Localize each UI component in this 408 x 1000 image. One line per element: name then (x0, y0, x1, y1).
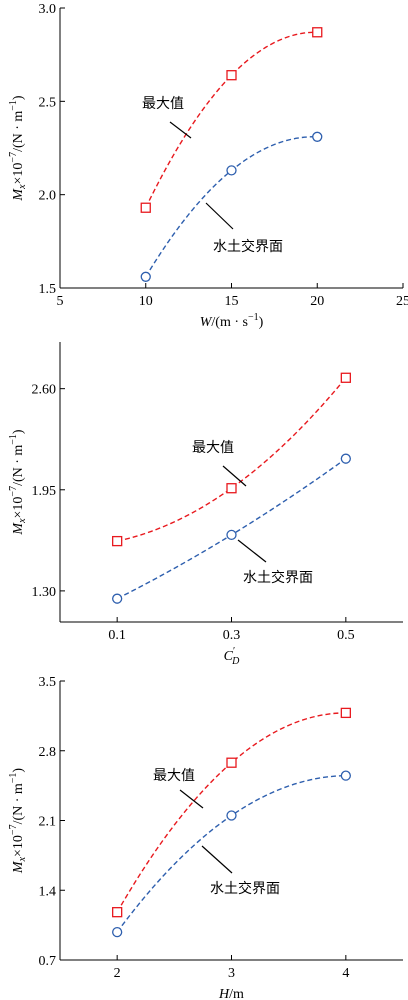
series-annotation-label: 最大值 (153, 768, 195, 784)
x-tick-label: 10 (139, 294, 153, 309)
annotation-leader-line (201, 845, 233, 874)
chart-panel-3: 2 3 4 0.7 1.4 2.1 2.8 3.5 Mx×10−7/(N · m−1) H/m 最大… (8, 675, 403, 1000)
data-point-interface (312, 131, 323, 142)
annotation-leader-line (179, 789, 204, 809)
y-tick-label: 1.4 (39, 884, 57, 899)
x-tick-label: 25 (396, 294, 408, 309)
data-point-interface (226, 529, 237, 541)
x-tick-label: 2 (114, 966, 121, 981)
y-axis-label: Mx×10−7/(N · m−1) (8, 429, 28, 536)
data-point-max (226, 70, 237, 81)
series-annotation-label: 最大值 (142, 96, 184, 112)
y-tick-label: 0.7 (39, 954, 57, 969)
data-point-max (340, 707, 351, 719)
data-point-max (140, 202, 151, 213)
fit-curve-max (145, 31, 318, 209)
x-axis-label: W/(m · s−1) (200, 312, 264, 330)
chart-panel-2: 0.1 0.3 0.5 1.30 1.95 2.60 Mx×10−7/(N · m−1) C′… (8, 342, 403, 667)
y-axis-label: Mx×10−7/(N · m−1) (8, 768, 28, 875)
x-axis-label: H/m (218, 987, 244, 1000)
y-tick-label: 3.5 (39, 675, 57, 690)
series-annotation-label: 水土交界面 (210, 880, 280, 897)
data-point-interface (226, 165, 237, 176)
data-point-interface (112, 926, 123, 938)
y-axis-label: Mx×10−7/(N · m−1) (8, 95, 28, 202)
x-tick-label: 20 (310, 294, 324, 309)
data-point-max (112, 907, 123, 918)
series-annotation-label: 水土交界面 (213, 238, 283, 255)
annotation-leader-line (237, 539, 267, 563)
data-point-max (312, 27, 323, 38)
y-tick-label: 3.0 (39, 2, 57, 17)
x-axis-label: C′ D (224, 646, 241, 667)
annotation-leader-line (222, 465, 247, 487)
y-tick-label: 2.60 (32, 383, 57, 398)
y-tick-label: 1.95 (32, 484, 57, 499)
data-point-interface (112, 593, 123, 604)
data-point-interface (140, 271, 151, 282)
data-point-max (226, 483, 237, 494)
series-annotation-label: 最大值 (192, 440, 234, 456)
data-point-interface (340, 770, 351, 781)
series-annotation-label: 水土交界面 (243, 569, 313, 586)
x-tick-label: 5 (57, 294, 64, 309)
y-tick-label: 1.5 (39, 282, 57, 297)
fit-curve-interface (116, 774, 346, 933)
chart-panel-1: 5 10 15 20 25 1.5 2.0 2.5 3.0 Mx×10−7/(N · m−1) W/… (8, 2, 408, 330)
x-tick-label: 0.5 (337, 628, 355, 643)
y-tick-label: 2.5 (39, 95, 57, 110)
y-tick-label: 2.8 (39, 745, 57, 760)
x-tick-label: 3 (228, 966, 235, 981)
data-point-interface (226, 810, 237, 821)
y-tick-label: 2.0 (39, 189, 57, 204)
x-tick-label: 0.3 (223, 628, 241, 643)
y-tick-label: 1.30 (32, 585, 57, 600)
data-point-max (226, 757, 237, 768)
annotation-leader-line (205, 202, 234, 230)
data-point-max (112, 535, 123, 547)
y-tick-label: 2.1 (39, 815, 57, 830)
fit-curve-max (117, 377, 347, 542)
x-tick-label: 15 (225, 294, 239, 309)
data-point-max (340, 372, 351, 383)
data-point-interface (340, 453, 351, 464)
x-tick-label: 4 (342, 966, 349, 981)
annotation-leader-line (169, 121, 192, 139)
x-tick-label: 0.1 (108, 628, 126, 643)
